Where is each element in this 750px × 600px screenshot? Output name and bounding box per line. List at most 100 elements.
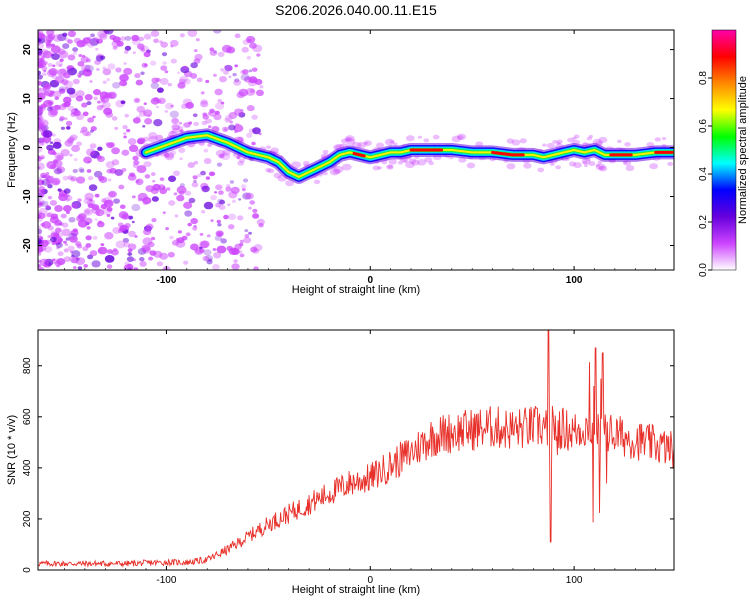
noise-blob (73, 110, 81, 117)
noise-blob (56, 258, 66, 266)
noise-blob (255, 89, 264, 97)
noise-blob (228, 124, 236, 131)
noise-blob (136, 115, 141, 120)
noise-blob (243, 236, 252, 244)
snr-y-label: SNR (10 * v/v) (6, 415, 18, 485)
haze-blob (556, 139, 563, 144)
noise-blob (239, 253, 245, 258)
noise-blob (65, 120, 73, 126)
haze-blob (164, 153, 175, 161)
haze-blob (376, 142, 385, 149)
noise-blob (84, 94, 93, 101)
noise-blob (41, 72, 47, 77)
noise-blob (160, 65, 168, 71)
haze-blob (649, 163, 659, 170)
noise-blob (142, 228, 152, 236)
noise-blob (38, 162, 45, 171)
noise-blob (248, 206, 252, 210)
haze-blob (205, 118, 213, 124)
haze-blob (332, 168, 341, 175)
y-tick-label: 10 (22, 93, 33, 105)
noise-blob (185, 232, 191, 237)
noise-blob (104, 30, 114, 35)
noise-blob (78, 167, 85, 173)
noise-blob (47, 195, 53, 200)
noise-blob (234, 64, 238, 68)
noise-blob (187, 222, 192, 227)
noise-blob (83, 156, 93, 164)
noise-blob (123, 135, 127, 139)
noise-blob (38, 108, 44, 115)
noise-blob (165, 227, 169, 231)
noise-blob (252, 78, 258, 84)
noise-blob (75, 257, 86, 266)
noise-blob (241, 188, 246, 192)
noise-blob (76, 141, 82, 147)
noise-blob (228, 75, 232, 79)
y-tick-label: 400 (22, 459, 33, 476)
noise-blob (220, 101, 225, 105)
noise-blob (120, 100, 126, 105)
noise-blob (72, 78, 80, 85)
noise-blob (86, 101, 92, 106)
noise-blob (48, 101, 53, 106)
noise-blob (208, 171, 215, 177)
noise-blob (252, 213, 260, 219)
noise-blob (141, 62, 148, 68)
noise-blob (57, 188, 62, 192)
noise-blob (45, 180, 52, 186)
noise-blob (196, 77, 203, 83)
noise-blob (205, 176, 211, 180)
noise-blob (63, 240, 67, 244)
noise-blob (192, 175, 198, 180)
haze-blob (177, 126, 184, 131)
noise-blob (85, 235, 92, 241)
noise-blob (147, 241, 155, 248)
haze-blob (573, 162, 582, 169)
noise-blob (69, 134, 78, 141)
noise-blob (38, 57, 44, 64)
noise-blob (216, 231, 223, 237)
haze-blob (221, 149, 231, 156)
noise-blob (159, 77, 169, 85)
noise-blob (259, 85, 264, 89)
noise-blob (45, 172, 50, 175)
haze-blob (654, 137, 661, 142)
noise-blob (136, 165, 147, 174)
noise-blob (53, 104, 59, 109)
noise-blob (56, 166, 66, 174)
noise-blob (83, 197, 93, 205)
noise-blob (216, 219, 222, 224)
haze-blob (340, 138, 348, 144)
noise-blob (203, 157, 212, 165)
noise-blob (150, 82, 160, 90)
noise-blob (54, 152, 65, 161)
noise-blob (157, 97, 166, 105)
noise-blob (131, 38, 141, 46)
noise-blob (40, 139, 46, 144)
noise-blob (234, 33, 241, 39)
noise-blob (44, 34, 54, 42)
noise-blob (134, 98, 140, 103)
haze-blob (357, 142, 367, 149)
noise-blob (62, 32, 68, 37)
colorbar-tick-label: 0.4 (698, 167, 709, 181)
noise-blob (45, 35, 54, 42)
noise-blob (192, 226, 198, 231)
haze-blob (265, 145, 271, 149)
haze-blob (313, 179, 321, 185)
noise-blob (72, 168, 78, 174)
noise-blob (38, 186, 46, 192)
noise-blob (119, 204, 126, 210)
noise-blob (38, 80, 43, 86)
noise-blob (150, 172, 156, 177)
noise-blob (208, 258, 213, 262)
noise-blob (226, 46, 236, 54)
noise-blob (86, 226, 91, 230)
noise-blob (197, 173, 202, 178)
noise-blob (89, 143, 97, 149)
noise-blob (170, 45, 174, 48)
colorbar-tick-label: 0.0 (698, 263, 709, 277)
noise-blob (81, 64, 91, 73)
noise-blob (63, 256, 71, 262)
